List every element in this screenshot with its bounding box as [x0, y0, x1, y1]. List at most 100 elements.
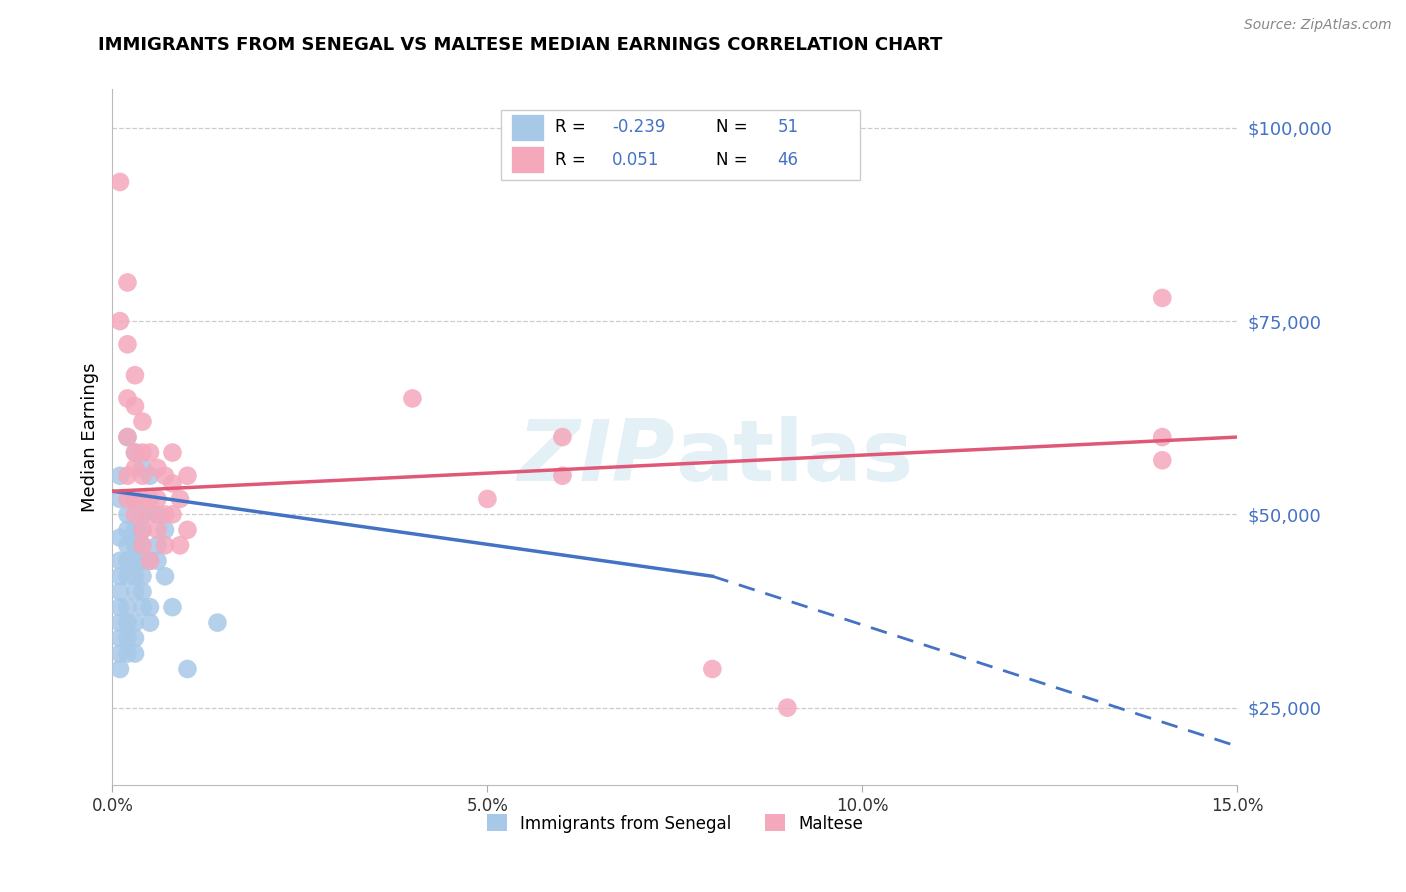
- Point: [169, 538, 191, 552]
- Point: [117, 491, 139, 506]
- Point: [146, 523, 169, 537]
- Point: [108, 468, 131, 483]
- Point: [776, 700, 799, 714]
- Point: [176, 468, 198, 483]
- Legend: Immigrants from Senegal, Maltese: Immigrants from Senegal, Maltese: [481, 808, 869, 839]
- Point: [153, 508, 176, 522]
- Point: [1152, 430, 1174, 444]
- Point: [551, 430, 574, 444]
- Point: [117, 508, 139, 522]
- Point: [117, 569, 139, 583]
- Point: [162, 476, 184, 491]
- Point: [124, 508, 146, 522]
- Point: [124, 491, 146, 506]
- Point: [131, 461, 153, 475]
- Point: [146, 508, 169, 522]
- Point: [124, 445, 146, 459]
- Point: [108, 615, 131, 630]
- Point: [124, 491, 146, 506]
- Point: [1152, 453, 1174, 467]
- Point: [702, 662, 724, 676]
- Point: [108, 175, 131, 189]
- Point: [124, 368, 146, 383]
- Point: [124, 631, 146, 645]
- Point: [124, 647, 146, 661]
- Point: [108, 314, 131, 328]
- Point: [131, 445, 153, 459]
- Point: [146, 538, 169, 552]
- Point: [124, 538, 146, 552]
- Point: [117, 554, 139, 568]
- Text: IMMIGRANTS FROM SENEGAL VS MALTESE MEDIAN EARNINGS CORRELATION CHART: IMMIGRANTS FROM SENEGAL VS MALTESE MEDIA…: [98, 36, 943, 54]
- Point: [124, 554, 146, 568]
- Y-axis label: Median Earnings: Median Earnings: [80, 362, 98, 512]
- Point: [108, 600, 131, 615]
- Point: [176, 523, 198, 537]
- Point: [117, 337, 139, 351]
- Point: [108, 569, 131, 583]
- Point: [117, 392, 139, 406]
- Point: [139, 445, 162, 459]
- Point: [117, 276, 139, 290]
- Point: [551, 468, 574, 483]
- Point: [146, 491, 169, 506]
- Text: atlas: atlas: [675, 417, 912, 500]
- Point: [153, 523, 176, 537]
- Point: [117, 538, 139, 552]
- Point: [131, 554, 153, 568]
- Point: [117, 430, 139, 444]
- Point: [162, 445, 184, 459]
- Point: [131, 523, 153, 537]
- Point: [117, 647, 139, 661]
- Point: [131, 468, 153, 483]
- Point: [117, 468, 139, 483]
- Point: [146, 554, 169, 568]
- Point: [108, 631, 131, 645]
- Point: [124, 461, 146, 475]
- Point: [153, 569, 176, 583]
- Point: [153, 468, 176, 483]
- Point: [131, 584, 153, 599]
- Point: [117, 631, 139, 645]
- Point: [108, 531, 131, 545]
- Point: [401, 392, 423, 406]
- Text: ZIP: ZIP: [517, 417, 675, 500]
- Point: [124, 399, 146, 413]
- Point: [169, 491, 191, 506]
- Point: [139, 491, 162, 506]
- Point: [139, 600, 162, 615]
- Point: [124, 569, 146, 583]
- Point: [108, 584, 131, 599]
- Point: [124, 615, 146, 630]
- Point: [139, 615, 162, 630]
- Point: [146, 461, 169, 475]
- Point: [477, 491, 499, 506]
- Point: [117, 615, 139, 630]
- Point: [131, 600, 153, 615]
- Point: [124, 445, 146, 459]
- Point: [1152, 291, 1174, 305]
- Point: [117, 600, 139, 615]
- Point: [207, 615, 229, 630]
- Point: [124, 584, 146, 599]
- Point: [139, 508, 162, 522]
- Text: Source: ZipAtlas.com: Source: ZipAtlas.com: [1244, 18, 1392, 32]
- Point: [124, 523, 146, 537]
- Point: [108, 491, 131, 506]
- Point: [117, 523, 139, 537]
- Point: [131, 569, 153, 583]
- Point: [139, 554, 162, 568]
- Point: [131, 538, 153, 552]
- Point: [131, 415, 153, 429]
- Point: [139, 554, 162, 568]
- Point: [153, 538, 176, 552]
- Point: [162, 508, 184, 522]
- Point: [162, 600, 184, 615]
- Point: [131, 508, 153, 522]
- Point: [131, 491, 153, 506]
- Point: [117, 430, 139, 444]
- Point: [108, 647, 131, 661]
- Point: [108, 554, 131, 568]
- Point: [131, 523, 153, 537]
- Point: [176, 662, 198, 676]
